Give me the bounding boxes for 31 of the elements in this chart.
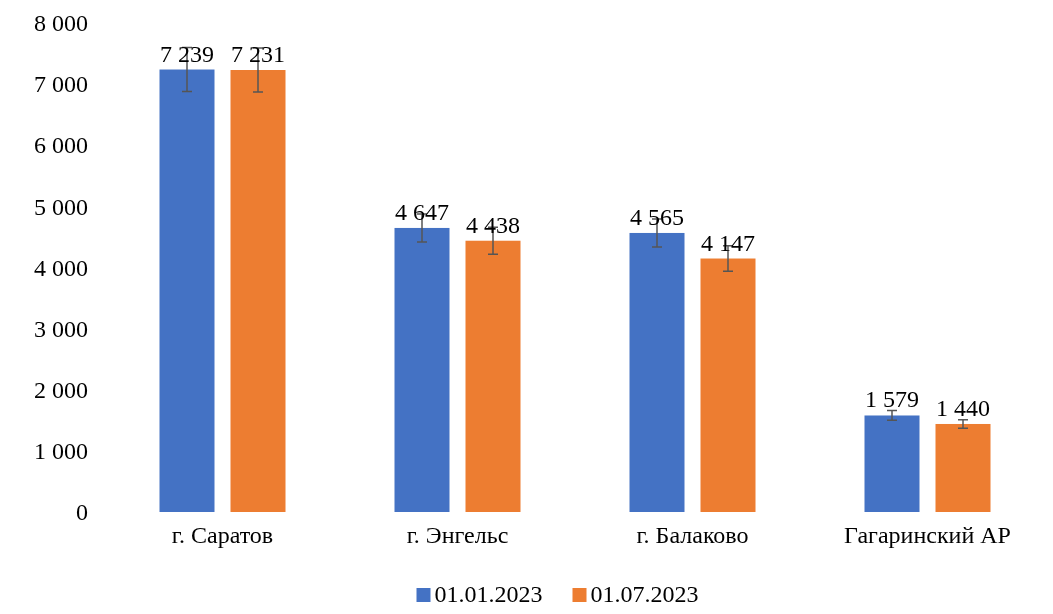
x-tick-label: Гагаринский АР bbox=[844, 522, 1011, 549]
data-label: 7 231 bbox=[231, 41, 285, 68]
y-tick-label: 7 000 bbox=[34, 71, 88, 98]
x-tick-label: г. Энгельс bbox=[406, 522, 509, 549]
bar bbox=[629, 232, 685, 512]
data-label: 4 147 bbox=[701, 229, 755, 256]
data-label: 1 440 bbox=[936, 394, 990, 421]
data-label: 7 239 bbox=[160, 40, 214, 67]
y-tick-label: 8 000 bbox=[34, 10, 88, 37]
bar bbox=[700, 258, 756, 512]
x-tick-label: г. Балаково bbox=[636, 522, 749, 549]
y-tick-label: 0 bbox=[76, 499, 88, 526]
bar bbox=[935, 423, 991, 512]
data-label: 4 647 bbox=[395, 198, 449, 225]
data-label: 4 565 bbox=[630, 203, 684, 230]
x-tick-label: г. Саратов bbox=[171, 522, 274, 549]
bar bbox=[465, 240, 521, 512]
y-tick-label: 2 000 bbox=[34, 376, 88, 403]
bar bbox=[394, 227, 450, 512]
legend-label: 01.07.2023 bbox=[590, 581, 699, 607]
data-label: 1 579 bbox=[865, 386, 919, 413]
bar bbox=[159, 69, 215, 512]
y-tick-label: 1 000 bbox=[34, 438, 88, 465]
data-label: 4 438 bbox=[466, 211, 520, 238]
y-tick-label: 4 000 bbox=[34, 254, 88, 281]
y-tick-label: 5 000 bbox=[34, 193, 88, 220]
y-tick-label: 3 000 bbox=[34, 315, 88, 342]
y-tick-label: 6 000 bbox=[34, 132, 88, 159]
bar bbox=[230, 70, 286, 512]
legend-label: 01.01.2023 bbox=[434, 581, 543, 607]
bar bbox=[864, 415, 920, 512]
